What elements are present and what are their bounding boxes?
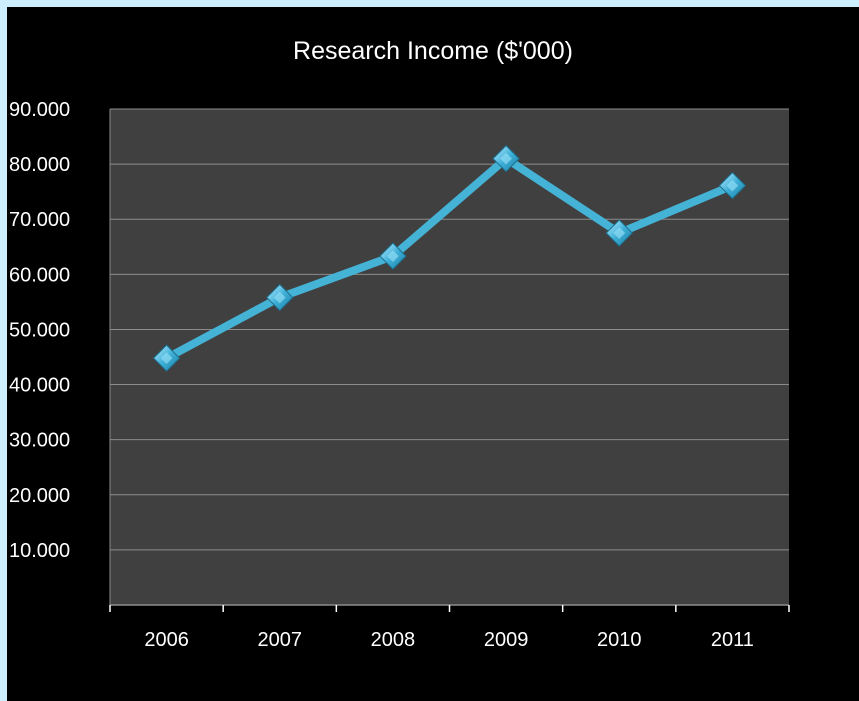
y-tick-label: 60.000 (9, 264, 70, 286)
x-tick-label: 2010 (597, 629, 642, 651)
x-tick-label: 2009 (484, 629, 529, 651)
plot-area (110, 109, 789, 605)
y-tick-label: 40.000 (9, 375, 70, 397)
chart-title: Research Income ($'000) (293, 37, 573, 65)
y-tick-label: 70.000 (9, 209, 70, 231)
data-point-highlight (160, 352, 173, 364)
data-point-highlight (500, 152, 512, 165)
x-tick-label: 2007 (258, 629, 303, 651)
line-chart: 10.000 20.000 30.000 40.000 50.000 60.000 70.0… (9, 99, 790, 651)
y-tick-label: 10.000 (9, 540, 70, 562)
series-line (162, 154, 737, 363)
y-tick-label: 80.000 (9, 154, 70, 176)
data-point-highlight (613, 227, 626, 239)
x-tick-label: 2008 (371, 629, 416, 651)
data-point-highlight (387, 250, 399, 262)
y-tick-label: 30.000 (9, 430, 70, 452)
y-tick-label: 20.000 (9, 485, 70, 507)
y-tick-label: 50.000 (9, 319, 70, 341)
y-tick-label: 90.000 (9, 99, 70, 121)
chart-frame: Research Income ($'000) 10.000 20.000 30.0… (7, 7, 859, 701)
data-point-highlight (273, 291, 286, 304)
x-tick-label: 2006 (144, 629, 189, 651)
x-tick-label: 2011 (711, 629, 754, 651)
data-point-highlight (726, 179, 739, 192)
